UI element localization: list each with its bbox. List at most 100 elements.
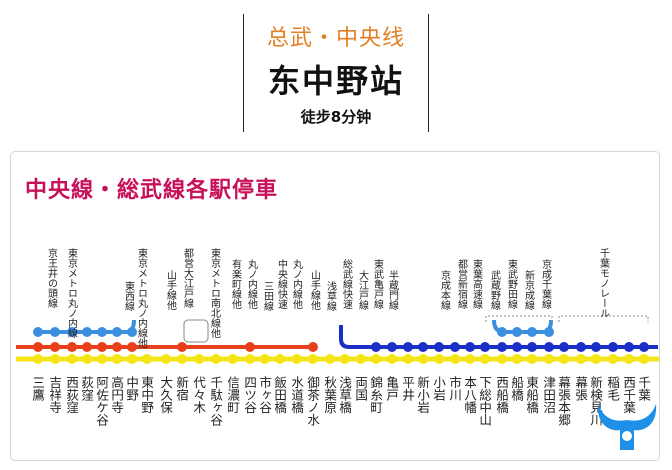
station-dot-sobu-rapid	[403, 342, 413, 352]
transfer-label: 東京メトロ南北線他	[208, 248, 220, 338]
station-label: 下総中山	[477, 376, 493, 426]
station-dot-local	[194, 354, 204, 364]
ox-horns-logo-icon	[597, 404, 657, 450]
station-label: 代々木	[191, 376, 207, 414]
station-dot-local	[82, 354, 92, 364]
station-label: 阿佐ケ谷	[94, 376, 110, 426]
station-label: 小岩	[431, 376, 447, 401]
station-label: 浅草橋	[337, 376, 353, 414]
station-label: 西荻窪	[64, 376, 80, 414]
yamanote-connector	[183, 319, 209, 343]
station-dot-local	[450, 354, 460, 364]
station-dot-chuo	[33, 342, 43, 352]
station-label: 大久保	[158, 376, 174, 414]
map-title: 中央線・総武線各駅停車	[25, 178, 279, 203]
station-dot-tozai	[82, 327, 92, 337]
station-label: 水道橋	[289, 376, 305, 414]
station-dot-sobu-rapid	[608, 342, 618, 352]
station-label: 四ツ谷	[242, 376, 258, 414]
station-dot-local	[325, 354, 335, 364]
transfer-label: 丸ノ内線他	[245, 259, 257, 309]
station-header: 总武・中央线 东中野站 徒步8分钟	[0, 0, 672, 140]
transfer-label: 都営大江戸線	[181, 248, 193, 308]
transfer-label: 丸ノ内線他	[290, 259, 302, 309]
station-label: 飯田橋	[272, 376, 288, 414]
transfer-label: 東京メトロ丸ノ内線他	[135, 248, 147, 348]
sobu-rapid-line	[339, 325, 658, 349]
transfer-label: 東武野田線	[505, 259, 517, 309]
station-dot-chuo	[308, 342, 318, 352]
station-dot-local	[356, 354, 366, 364]
walk-time: 徒步8分钟	[300, 108, 372, 126]
station-label: 両国	[353, 376, 369, 401]
station-dot-sobu-rapid	[624, 342, 634, 352]
station-dot-local	[127, 354, 137, 364]
station-dot-local	[387, 354, 397, 364]
transfer-label: 浅草線	[324, 281, 336, 311]
station-dot-sobu-rapid	[576, 342, 586, 352]
station-dot-tozai	[497, 327, 507, 337]
transfer-label: 東京メトロ丸ノ内線	[65, 248, 77, 338]
station-dot-local	[211, 354, 221, 364]
station-dot-local	[403, 354, 413, 364]
station-dot-chuo	[177, 342, 187, 352]
transfer-label: 半蔵門線	[386, 270, 398, 310]
station-dot-local	[497, 354, 507, 364]
station-label: 高円寺	[109, 376, 125, 414]
station-label: 幕張本郷	[556, 376, 572, 426]
station-dot-tozai	[127, 327, 137, 337]
station-label: 御茶ノ水	[305, 376, 321, 426]
station-dot-chuo	[127, 342, 137, 352]
transfer-label: 三田線	[261, 281, 273, 311]
transfer-label: 京成千葉線	[539, 259, 551, 309]
station-dot-local	[591, 354, 601, 364]
station-dot-chuo	[245, 342, 255, 352]
transfer-label: 中央線快速	[275, 259, 287, 309]
transfer-label: 千葉モノレール	[597, 248, 609, 318]
transfer-label: 都営新宿線	[455, 259, 467, 309]
station-dot-local	[465, 354, 475, 364]
station-label: 東中野	[139, 376, 155, 414]
station-label: 吉祥寺	[47, 376, 63, 414]
station-dot-local	[308, 354, 318, 364]
station-dot-tozai	[112, 327, 122, 337]
station-dot-local	[340, 354, 350, 364]
station-dot-local	[480, 354, 490, 364]
station-dot-local	[33, 354, 43, 364]
station-dot-sobu-rapid	[387, 342, 397, 352]
station-dot-local	[228, 354, 238, 364]
transfer-label: 京成本線	[438, 270, 450, 310]
transfer-label: 東西線	[122, 281, 134, 311]
station-dot-local	[512, 354, 522, 364]
transfer-label: 大江戸線	[356, 270, 368, 310]
station-dot-local	[50, 354, 60, 364]
station-dot-chuo	[97, 342, 107, 352]
station-label: 西千葉	[621, 376, 637, 414]
station-dot-local	[245, 354, 255, 364]
route-map-card: 中央線・総武線各駅停車 三鷹 吉祥寺 西荻窪 荻窪 阿佐ケ谷 高円寺 中野 東中野 大久保 新宿代…	[10, 151, 660, 461]
station-dot-local	[142, 354, 152, 364]
station-dot-local	[275, 354, 285, 364]
station-dot-chuo	[112, 342, 122, 352]
station-label: 錦糸町	[368, 376, 384, 414]
station-dot-sobu-rapid	[480, 342, 490, 352]
header-divider-left	[243, 14, 244, 132]
station-label: 市川	[447, 376, 463, 401]
station-dot-local	[639, 354, 649, 364]
transfer-label: 東武亀戸線	[371, 259, 383, 309]
station-dot-sobu-rapid	[527, 342, 537, 352]
station-label: 船橋	[509, 376, 525, 401]
station-dot-local	[418, 354, 428, 364]
transfer-label: 武蔵野線	[488, 270, 500, 310]
station-dot-local	[67, 354, 77, 364]
station-dot-tozai	[544, 327, 554, 337]
line-name: 总武・中央线	[266, 26, 405, 51]
station-dot-sobu-rapid	[371, 342, 381, 352]
station-dot-sobu-rapid	[497, 342, 507, 352]
station-label: 平井	[400, 376, 416, 401]
transfer-label: 山手線他	[308, 270, 320, 310]
station-dot-sobu-rapid	[450, 342, 460, 352]
station-label: 信濃町	[225, 376, 241, 414]
transfer-bracket-2	[558, 315, 649, 322]
station-label: 幕張	[573, 376, 589, 401]
